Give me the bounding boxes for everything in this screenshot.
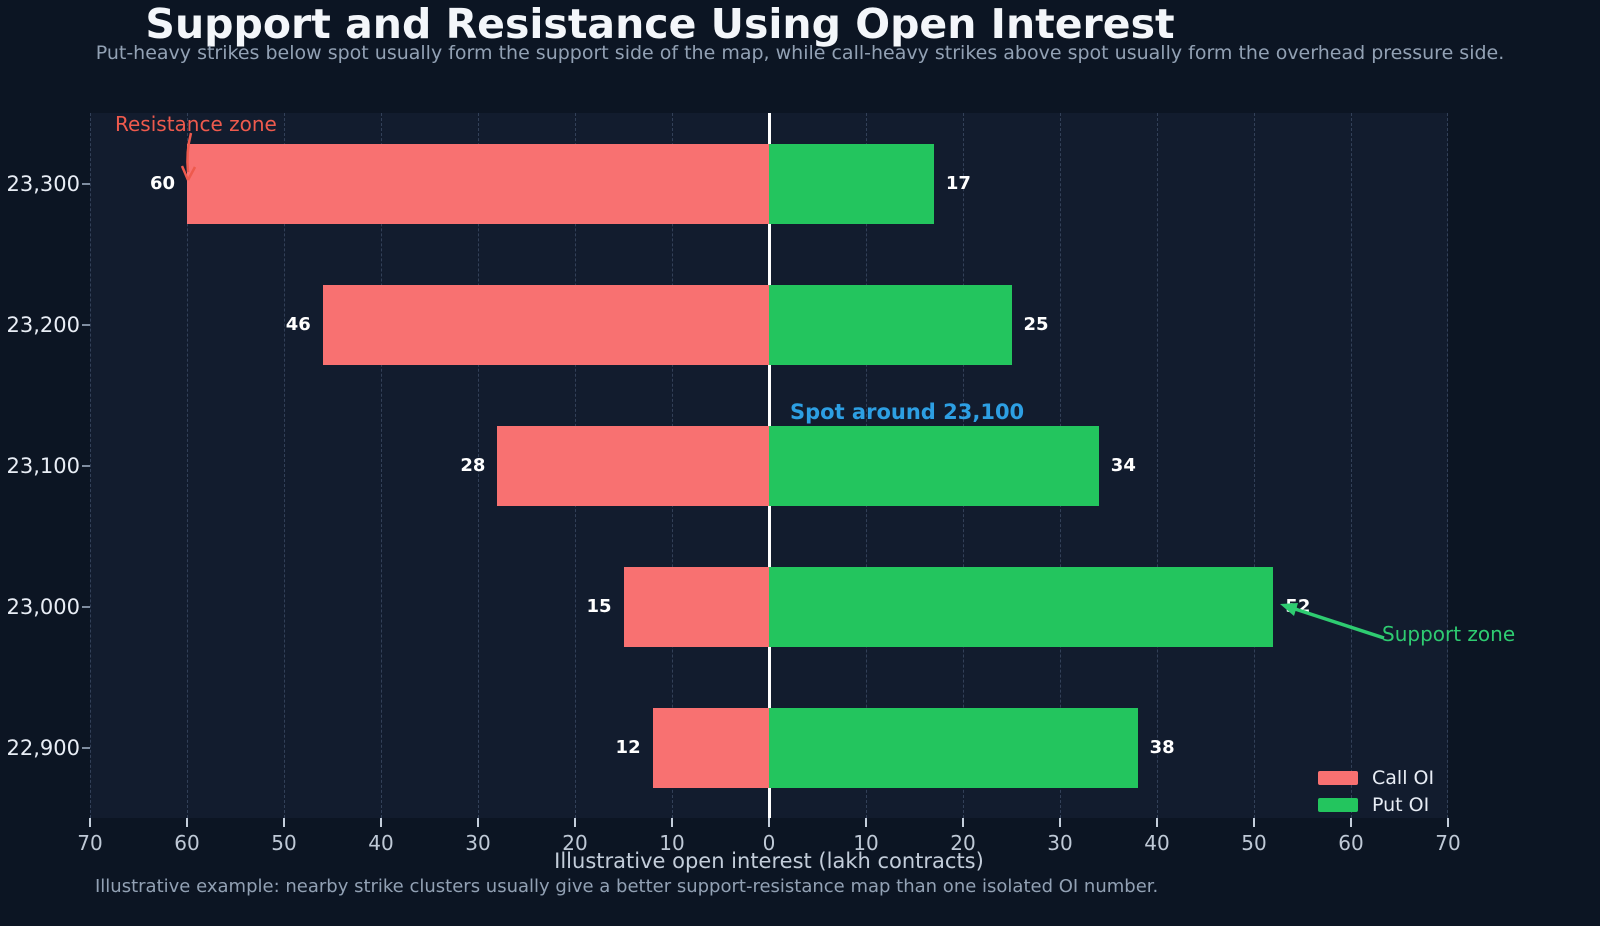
put-bar [769, 284, 1012, 365]
support-zone-annotation: Support zone [1382, 622, 1516, 646]
x-axis-tick-label: 70 [1435, 831, 1461, 855]
call-bar [497, 425, 769, 506]
y-axis-tick [82, 182, 90, 185]
x-axis-tick [477, 818, 479, 827]
spot-price-label: Spot around 23,100 [790, 400, 1025, 424]
plot-area: 60 17 46 25 28 34 15 52 12 38 [90, 113, 1448, 818]
x-axis-tick [865, 818, 867, 827]
x-axis-tick [1059, 818, 1061, 827]
call-bar [187, 143, 769, 224]
put-oi-swatch [1318, 797, 1358, 812]
x-axis-tick-label: 60 [174, 831, 200, 855]
put-value-label: 25 [1023, 313, 1049, 335]
put-bar [769, 425, 1099, 506]
gridline [1351, 113, 1352, 818]
gridline [381, 113, 382, 818]
call-oi-swatch [1318, 770, 1358, 785]
chart-subtitle: Put-heavy strikes below spot usually for… [95, 42, 1505, 64]
put-bar [769, 707, 1138, 788]
y-axis-tick [82, 464, 90, 467]
gridline [1447, 113, 1448, 818]
chart-title: Support and Resistance Using Open Intere… [145, 0, 1175, 48]
x-axis-tick-label: 20 [562, 831, 588, 855]
gridline [478, 113, 479, 818]
y-axis-label: 23,300 [6, 171, 80, 196]
x-axis-tick-label: 50 [1241, 831, 1267, 855]
x-axis-tick [574, 818, 576, 827]
x-axis-tick [380, 818, 382, 827]
support-arrow-icon [1280, 603, 1385, 640]
x-axis-tick [283, 818, 285, 827]
x-axis-tick [186, 818, 188, 827]
gridline [1254, 113, 1255, 818]
call-value-label: 60 [149, 172, 175, 194]
x-axis-tick-label: 70 [77, 831, 103, 855]
x-axis-tick [768, 818, 770, 827]
resistance-arrow-icon [180, 132, 197, 181]
legend-label-put-oi: Put OI [1372, 793, 1430, 816]
y-axis-tick [82, 746, 90, 749]
legend-label-call-oi: Call OI [1372, 766, 1435, 789]
call-value-label: 15 [586, 595, 612, 617]
legend-item-put-oi: Put OI [1318, 793, 1434, 816]
put-value-label: 38 [1149, 736, 1175, 758]
x-axis-tick-label: 30 [465, 831, 491, 855]
put-value-label: 17 [945, 172, 971, 194]
put-bar [769, 143, 934, 224]
x-axis-tick-label: 40 [1144, 831, 1170, 855]
put-bar [769, 566, 1274, 647]
x-axis-tick [1447, 818, 1449, 827]
gridline [1157, 113, 1158, 818]
x-axis-tick [1253, 818, 1255, 827]
gridline [90, 113, 91, 818]
y-axis-tick [82, 605, 90, 608]
legend: Call OI Put OI [1318, 766, 1435, 816]
call-value-label: 12 [615, 736, 641, 758]
gridline [187, 113, 188, 818]
y-axis-label: 23,100 [6, 453, 80, 478]
x-axis-tick-label: 50 [271, 831, 297, 855]
call-value-label: 28 [460, 454, 486, 476]
call-bar [322, 284, 769, 365]
x-axis-tick-label: 40 [368, 831, 394, 855]
legend-item-call-oi: Call OI [1318, 766, 1435, 789]
x-axis-tick-label: 60 [1338, 831, 1364, 855]
x-axis-tick-label: 10 [853, 831, 879, 855]
call-bar [623, 566, 769, 647]
x-axis-tick [89, 818, 91, 827]
x-axis-tick-label: 10 [659, 831, 685, 855]
x-axis-tick-label: 0 [762, 831, 776, 855]
x-axis-tick [1156, 818, 1158, 827]
x-axis-label: Illustrative open interest (lakh contrac… [554, 849, 984, 873]
x-axis-tick-label: 20 [950, 831, 976, 855]
call-bar [652, 707, 769, 788]
call-value-label: 46 [285, 313, 311, 335]
y-axis-tick [82, 323, 90, 326]
footer-note: Illustrative example: nearby strike clus… [95, 876, 1159, 897]
y-axis-label: 23,000 [6, 594, 80, 619]
y-axis-label: 22,900 [6, 735, 80, 760]
put-value-label: 34 [1110, 454, 1136, 476]
y-axis-label: 23,200 [6, 312, 80, 337]
x-axis-tick [1350, 818, 1352, 827]
x-axis-tick [962, 818, 964, 827]
resistance-zone-annotation: Resistance zone [115, 112, 277, 136]
x-axis-tick-label: 30 [1047, 831, 1073, 855]
x-axis-tick [671, 818, 673, 827]
gridline [284, 113, 285, 818]
